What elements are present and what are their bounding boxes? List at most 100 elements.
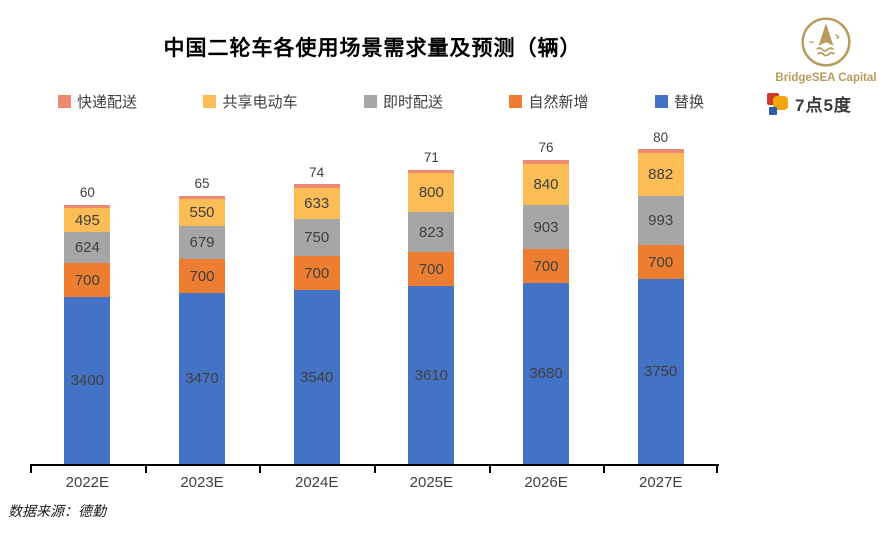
bar-segment [293,184,340,188]
bar-segment: 3540 [293,290,340,464]
segment-value-label: 800 [418,184,444,201]
bar-segment: 3470 [179,293,225,464]
bar-segment: 3400 [64,297,111,464]
x-axis-tick [603,464,606,473]
category-label: 2024E [294,474,339,491]
bar-segment: 700 [523,249,570,283]
stacked-bar: 3400 700 624 495 [64,205,111,464]
source-note: 数据来源：德勤 [8,503,106,519]
bar-slot: 60 3400 700 624 495 [30,130,145,464]
legend-item: 即时配送 [363,91,443,112]
x-axis-tick [144,464,147,473]
bar-segment: 700 [408,252,455,286]
legend-item: 替换 [654,91,704,112]
bar-segment: 700 [64,263,111,297]
bar-segment: 993 [637,196,684,245]
legend-item: 快递配送 [58,91,137,112]
chart-legend: 快递配送 共享电动车 即时配送 自然新增 替换 [58,91,704,112]
stacked-bar: 3470 700 679 550 [179,196,225,464]
bar-segment [408,170,455,173]
bar-segment: 679 [179,226,225,259]
legend-swatch-icon [509,95,523,108]
bar-segment [179,196,225,199]
segment-value-label: 3750 [644,363,678,380]
legend-swatch-icon [654,95,668,108]
x-axis-tick [259,464,262,473]
segment-value-label: 700 [189,267,215,285]
x-axis-tick [488,464,491,473]
bar-segment: 882 [637,153,684,196]
segment-value-label: 823 [418,223,444,241]
bar-segment [523,160,570,164]
bar-segment: 800 [408,173,455,212]
legend-label: 共享电动车 [222,94,298,111]
bar-segment: 840 [523,164,570,205]
bar-slot: 65 3470 700 679 550 [145,130,260,464]
bridgesea-logo-icon [801,17,851,67]
legend-label: 自然新增 [528,94,589,111]
segment-value-label: 700 [304,264,330,282]
legend-swatch-icon [363,95,377,108]
bar-top-value-label: 80 [653,130,669,145]
legend-label: 即时配送 [382,94,443,111]
chart-title: 中国二轮车各使用场景需求量及预测（辆） [163,37,582,60]
segment-value-label: 700 [418,260,444,278]
segment-value-label: 3400 [70,372,105,389]
partner-orange-square [773,96,788,110]
bar-slot: 74 3540 700 750 633 [259,130,374,464]
bar-segment: 495 [64,208,111,232]
brand-block: BridgeSEA Capital 7点5度 [765,14,887,116]
segment-value-label: 3680 [529,365,563,382]
legend-item: 自然新增 [509,91,588,112]
bar-segment: 633 [293,188,340,219]
bar-segment: 624 [64,232,111,263]
segment-value-label: 633 [304,195,330,212]
category-label: 2026E [524,474,568,491]
bar-top-value-label: 60 [79,185,95,200]
bar-slot: 80 3750 700 993 882 [603,130,718,464]
bar-segment: 700 [179,259,225,293]
category-axis: 2022E 2023E 2024E 2025E 2026E 2027E [30,474,718,491]
legend-label: 替换 [673,94,704,111]
segment-value-label: 903 [533,218,559,236]
bar-segment: 3680 [523,283,570,464]
legend-label: 快递配送 [77,94,138,111]
bar-segment: 700 [637,245,684,279]
category-label: 2023E [180,474,224,491]
partner-logo-icon [767,90,791,116]
segment-value-label: 3470 [185,370,219,387]
segment-value-label: 700 [533,257,559,275]
bar-segment: 3610 [408,286,455,464]
category-label: 2027E [639,474,683,491]
bar-top-value-label: 71 [423,150,439,165]
partner-logo: 7点5度 [767,90,852,116]
x-axis-tick [716,464,718,473]
segment-value-label: 3540 [299,368,334,386]
bar-slot: 76 3680 700 903 840 [489,130,604,464]
segment-value-label: 550 [189,204,215,221]
bar-segment: 550 [179,199,225,226]
segment-value-label: 750 [304,229,330,246]
bar-segment: 903 [523,205,570,249]
legend-swatch-icon [58,95,71,108]
partner-name: 7点5度 [795,95,852,115]
stacked-bar: 3540 700 750 633 [293,184,340,464]
legend-swatch-icon [203,95,217,108]
brand-name: BridgeSEA Capital [775,72,877,84]
bar-segment: 700 [293,256,340,290]
segment-value-label: 679 [189,234,215,251]
partner-blue-square [769,107,777,115]
bar-top-value-label: 65 [194,176,210,191]
bar-segment [64,205,111,208]
bar-segment: 3750 [637,279,684,464]
segment-value-label: 624 [74,239,100,256]
bar-slot: 71 3610 700 823 800 [374,130,489,464]
bar-top-value-label: 74 [309,165,325,180]
segment-value-label: 882 [648,166,674,183]
category-label: 2025E [409,474,454,491]
bar-segment [637,149,684,153]
bar-segment: 823 [408,212,455,252]
segment-value-label: 700 [648,253,674,271]
segment-value-label: 840 [533,176,559,193]
